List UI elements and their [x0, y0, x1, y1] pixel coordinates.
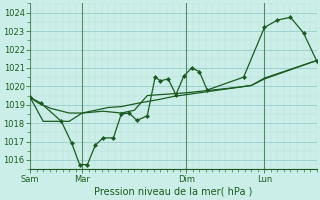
- X-axis label: Pression niveau de la mer( hPa ): Pression niveau de la mer( hPa ): [94, 187, 252, 197]
